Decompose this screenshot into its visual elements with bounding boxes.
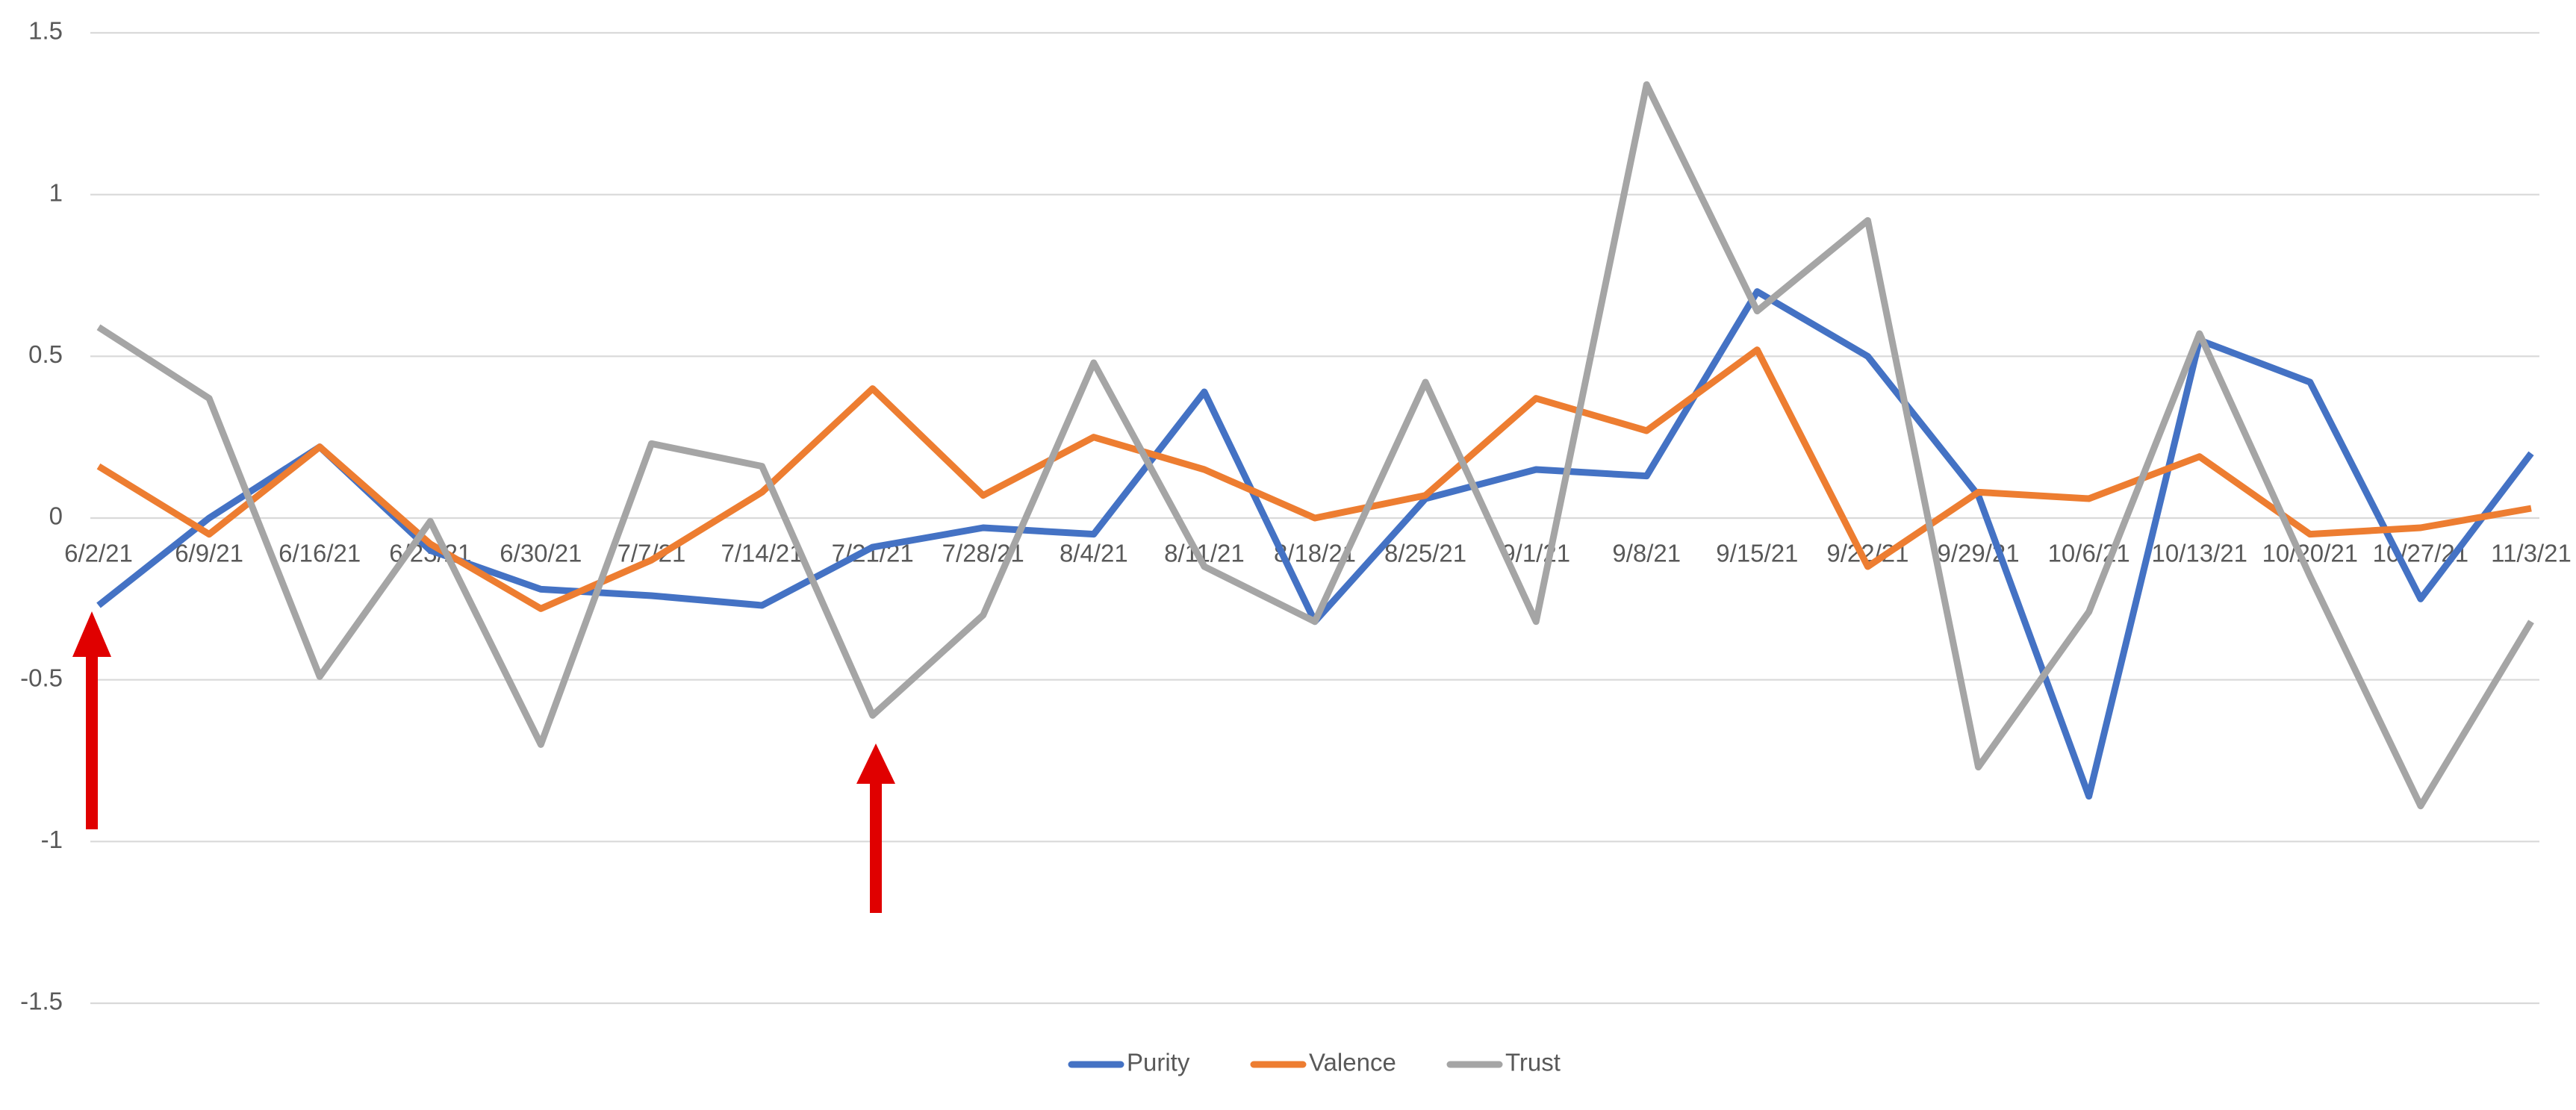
series-line [96, 81, 2534, 810]
y-tick-label: 1 [49, 178, 63, 206]
x-tick-label: 8/25/21 [1384, 540, 1466, 567]
arrow-head [72, 611, 111, 657]
x-tick-label: 6/16/21 [279, 540, 361, 567]
x-tick-label: 11/3/21 [2491, 540, 2572, 567]
y-tick-label: 0 [49, 502, 63, 530]
x-tick-label: 6/30/21 [500, 540, 582, 567]
x-tick-label: 7/14/21 [721, 540, 803, 567]
x-tick-label: 10/20/21 [2262, 540, 2358, 567]
x-tick-label: 9/29/21 [1937, 540, 2019, 567]
annotations [72, 611, 895, 913]
x-tick-label: 6/2/21 [64, 540, 133, 567]
arrow-shaft [86, 655, 98, 829]
x-tick-label: 9/15/21 [1716, 540, 1798, 567]
x-tick-label: 9/1/21 [1502, 540, 1570, 567]
y-tick-label: 1.5 [28, 17, 63, 45]
y-tick-label: 0.5 [28, 340, 63, 368]
x-tick-label: 6/9/21 [175, 540, 243, 567]
x-tick-label: 8/4/21 [1060, 540, 1128, 567]
x-tick-label: 9/8/21 [1612, 540, 1681, 567]
series-line [96, 346, 2532, 612]
y-tick-label: -0.5 [20, 664, 63, 691]
y-tick-label: -1.5 [20, 988, 63, 1015]
legend-label: Trust [1505, 1049, 1561, 1076]
legend-label: Purity [1127, 1049, 1190, 1076]
arrow-head [856, 743, 895, 784]
x-tick-label: 10/13/21 [2151, 540, 2247, 567]
arrow-shaft [870, 782, 882, 913]
legend-label: Valence [1309, 1049, 1396, 1076]
y-tick-label: -1 [41, 826, 63, 853]
